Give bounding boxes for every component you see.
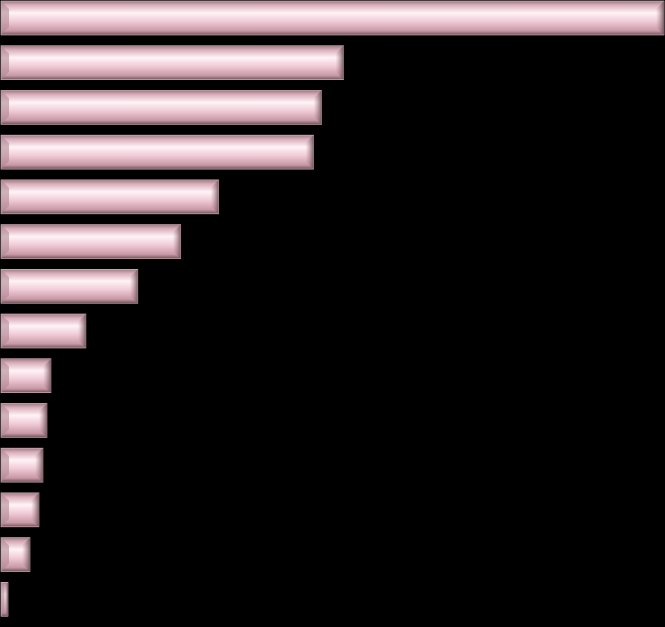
bar-bevel: [1, 448, 9, 483]
bar-bevel: [42, 358, 51, 393]
bar: [0, 90, 322, 125]
bar-bevel: [1, 314, 9, 348]
bar-bevel: [1, 492, 9, 527]
bar-bevel: [1, 537, 9, 572]
bar-bevel: [1, 90, 9, 125]
bar: [0, 0, 665, 36]
bar-bevel: [77, 314, 86, 348]
bar: [0, 224, 182, 259]
bar: [0, 268, 139, 304]
bar-bevel: [30, 492, 39, 527]
bar-bevel: [1, 582, 5, 617]
bar-bevel: [129, 269, 138, 304]
bar: [0, 358, 52, 393]
bar-bevel: [1, 269, 9, 304]
bar-bevel: [1, 45, 9, 80]
bar-bevel: [1, 358, 9, 393]
bar-bevel: [335, 45, 344, 80]
bar-bevel: [656, 1, 664, 35]
bar: [0, 134, 314, 170]
bar-bevel: [34, 448, 43, 483]
bar-bevel: [1, 224, 9, 259]
bar-bevel: [4, 582, 8, 617]
bar-bevel: [210, 179, 219, 214]
bar: [0, 45, 344, 80]
bar-bevel: [1, 1, 9, 35]
bar-bevel: [38, 403, 47, 438]
bar-bevel: [305, 135, 314, 170]
bar-bevel: [1, 403, 9, 438]
bar: [0, 313, 87, 349]
bar-bevel: [313, 90, 322, 125]
bar-bevel: [1, 135, 9, 170]
bar-bevel: [172, 224, 181, 259]
bar: [0, 179, 219, 215]
bar-bevel: [1, 179, 9, 214]
bar-bevel: [21, 537, 30, 572]
